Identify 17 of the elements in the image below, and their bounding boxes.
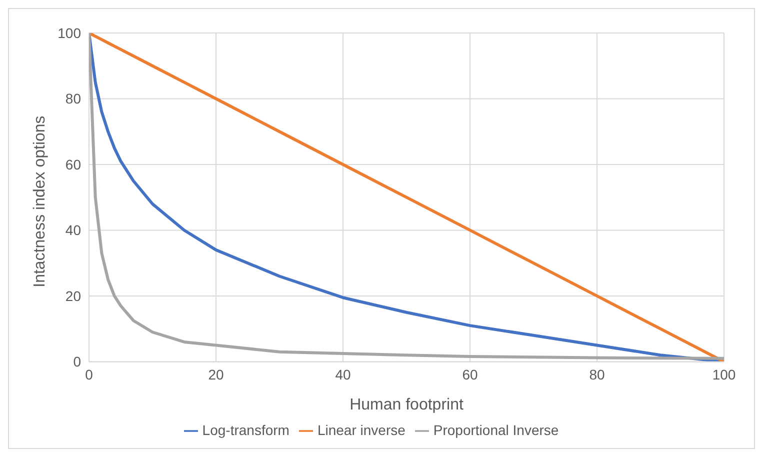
x-axis-title: Human footprint [350, 396, 464, 414]
x-tick-label: 100 [712, 366, 736, 383]
y-tick-label: 20 [65, 288, 82, 304]
x-tick-label: 0 [85, 366, 94, 383]
legend-label: Linear inverse [317, 422, 406, 438]
y-tick-label: 100 [58, 24, 82, 41]
x-tick-label: 40 [335, 366, 351, 383]
y-tick-label: 40 [65, 222, 82, 238]
x-tick-label: 60 [462, 366, 478, 383]
y-tick-label: 0 [73, 354, 82, 370]
y-tick-label: 80 [65, 90, 82, 107]
legend-label: Log-transform [202, 422, 290, 438]
x-tick-label: 80 [589, 366, 605, 383]
y-tick-label: 60 [65, 156, 82, 172]
legend-label: Proportional Inverse [433, 422, 559, 438]
y-axis-title: Intactness index options [32, 116, 49, 288]
x-tick-label: 20 [208, 366, 224, 383]
